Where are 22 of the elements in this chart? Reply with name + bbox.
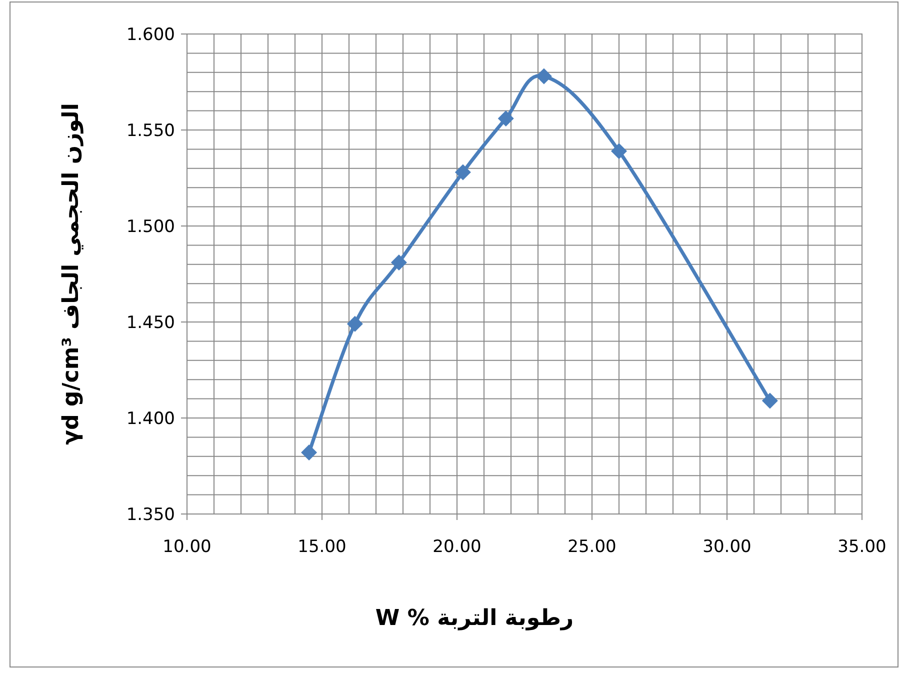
point — [390, 254, 407, 270]
y-tick-label: 1.450 — [126, 313, 175, 333]
y-tick-label: 1.550 — [126, 121, 175, 141]
point — [536, 68, 552, 84]
x-tick-label: 15.00 — [298, 537, 346, 557]
point — [762, 392, 778, 409]
y-tick-label: 1.400 — [126, 409, 175, 429]
x-axis-title: W % رطوبة التربة — [375, 606, 574, 631]
x-tick-label: 25.00 — [568, 537, 616, 557]
point — [346, 316, 363, 332]
x-tick-label: 30.00 — [702, 537, 752, 557]
point — [611, 143, 627, 160]
point — [498, 110, 514, 126]
y-tick-label: 1.500 — [126, 217, 175, 237]
y-axis-title: γd g/cm³ الوزن الحجمي الجاف — [59, 103, 84, 445]
y-tick-label: 1.600 — [126, 25, 175, 45]
point — [301, 444, 318, 461]
x-tick-label: 35.00 — [838, 537, 886, 557]
y-tick-label: 1.350 — [126, 505, 175, 525]
x-tick-label: 10.00 — [162, 537, 212, 557]
x-tick-label: 20.00 — [432, 537, 482, 557]
point — [454, 164, 471, 180]
